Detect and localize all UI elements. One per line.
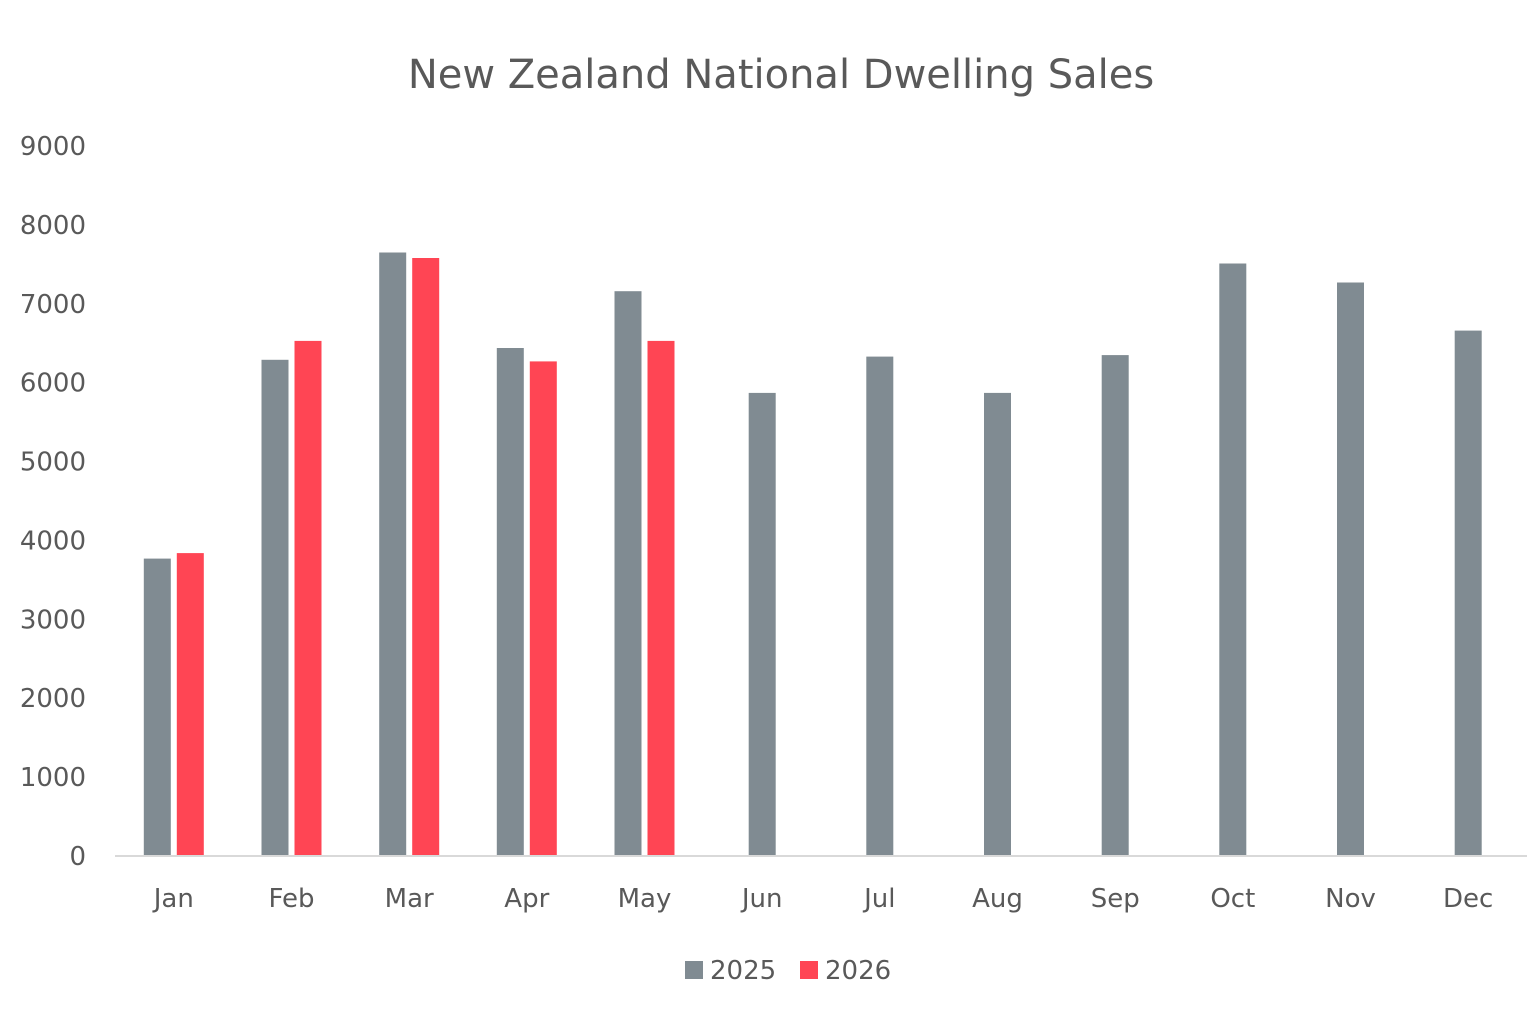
x-tick-label: Apr — [504, 884, 549, 914]
y-tick-label: 6000 — [20, 369, 86, 399]
bar-2026-apr — [529, 361, 557, 856]
y-tick-label: 7000 — [20, 290, 86, 320]
x-tick-label: May — [618, 884, 672, 914]
legend-swatch-2026 — [800, 961, 818, 979]
bar-2025-jun — [748, 392, 776, 856]
x-tick-label: Oct — [1210, 884, 1255, 914]
bar-2025-mar — [379, 252, 407, 856]
x-tick-label: Aug — [972, 884, 1023, 914]
y-tick-label: 1000 — [20, 763, 86, 793]
y-axis-tick-labels: 0 1000 2000 3000 4000 5000 6000 7000 8000 9000 — [20, 132, 86, 872]
bar-2025-jul — [866, 356, 894, 856]
y-tick-label: 3000 — [20, 605, 86, 635]
x-tick-label: Jun — [740, 884, 783, 914]
bar-2025-nov — [1337, 282, 1364, 856]
legend-label-2026: 2026 — [825, 956, 891, 986]
bar-2025-dec — [1454, 330, 1482, 857]
bar-2026-jan — [176, 553, 204, 856]
y-tick-label: 2000 — [20, 684, 86, 714]
x-tick-label: Jan — [152, 884, 194, 914]
bar-2025-oct — [1219, 263, 1247, 856]
bar-2025-feb — [261, 359, 289, 856]
legend-label-2025: 2025 — [710, 956, 776, 986]
x-tick-label: Sep — [1091, 884, 1140, 914]
x-tick-label: Feb — [268, 884, 314, 914]
y-tick-label: 8000 — [20, 211, 86, 241]
x-axis-tick-labels: Jan Feb Mar Apr May Jun Jul Aug Sep Oct Nov Dec — [152, 884, 1494, 914]
x-tick-label: Dec — [1443, 884, 1493, 914]
x-tick-label: Nov — [1325, 884, 1376, 914]
bar-2025-jan — [143, 558, 171, 856]
y-tick-label: 9000 — [20, 132, 86, 162]
y-tick-label: 5000 — [20, 448, 86, 478]
bar-2025-sep — [1101, 355, 1129, 856]
chart-title: New Zealand National Dwelling Sales — [408, 52, 1154, 98]
y-tick-label: 4000 — [20, 526, 86, 556]
bar-2026-feb — [294, 340, 322, 856]
bar-2025-apr — [496, 348, 524, 856]
x-tick-label: Jul — [862, 884, 895, 914]
x-tick-label: Mar — [385, 884, 434, 914]
legend-swatch-2025 — [685, 961, 703, 979]
bar-2026-may — [647, 340, 675, 856]
bars-group — [143, 252, 1482, 857]
legend: 2025 2026 — [685, 956, 891, 986]
bar-2025-aug — [984, 392, 1011, 856]
bar-2026-mar — [412, 258, 440, 856]
y-tick-label: 0 — [69, 842, 86, 872]
bar-2025-may — [614, 291, 642, 856]
